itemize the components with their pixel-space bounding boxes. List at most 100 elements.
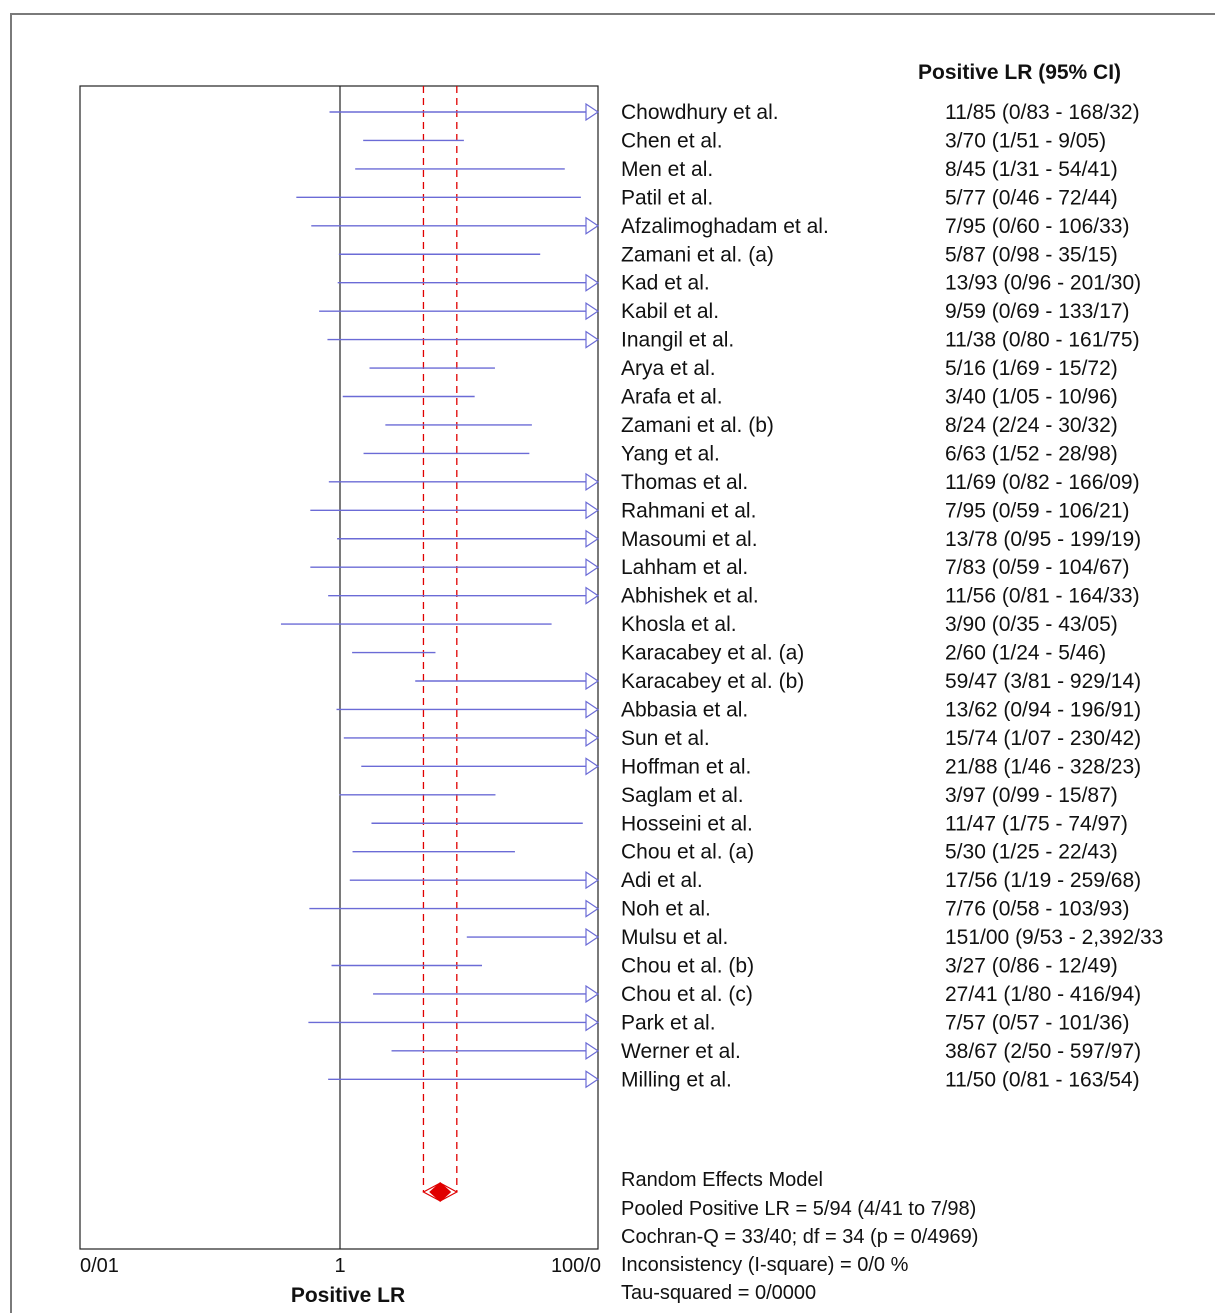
- truncation-arrow-icon: [585, 472, 600, 491]
- study-value-label: 11/50 (0/81 - 163/54): [945, 1068, 1140, 1091]
- study-name-label: Karacabey et al. (b): [621, 670, 804, 693]
- truncation-arrow-icon: [585, 501, 600, 520]
- truncation-arrow-icon: [585, 1013, 600, 1032]
- study-name-label: Masoumi et al.: [621, 528, 758, 551]
- truncation-arrow-icon: [585, 529, 600, 548]
- summary-line-3: Inconsistency (I-square) = 0/0 %: [621, 1254, 909, 1276]
- study-name-label: Lahham et al.: [621, 556, 748, 579]
- study-name-label: Kad et al.: [621, 272, 710, 295]
- study-value-label: 13/62 (0/94 - 196/91): [945, 698, 1141, 721]
- study-name-label: Zamani et al. (b): [621, 414, 774, 437]
- summary-line-2: Cochran-Q = 33/40; df = 34 (p = 0/4969): [621, 1226, 978, 1248]
- study-value-label: 15/74 (1/07 - 230/42): [945, 727, 1141, 750]
- study-value-label: 11/47 (1/75 - 74/97): [945, 812, 1128, 835]
- study-name-label: Noh et al.: [621, 898, 711, 921]
- truncation-arrow-icon: [585, 102, 600, 122]
- study-name-label: Arafa et al.: [621, 386, 723, 409]
- truncation-arrow-icon: [585, 757, 600, 776]
- truncation-arrow-icon: [585, 984, 600, 1004]
- study-value-label: 7/76 (0/58 - 103/93): [945, 898, 1129, 921]
- study-name-label: Yang et al.: [621, 442, 720, 465]
- study-name-label: Chou et al. (a): [621, 841, 754, 864]
- study-name-label: Afzalimoghadam et al.: [621, 215, 829, 238]
- study-value-label: 17/56 (1/19 - 259/68): [945, 869, 1141, 892]
- study-name-label: Adi et al.: [621, 869, 703, 892]
- study-name-label: Sun et al.: [621, 727, 710, 750]
- study-value-label: 3/90 (0/35 - 43/05): [945, 613, 1118, 636]
- study-name-label: Hosseini et al.: [621, 812, 753, 835]
- study-value-label: 59/47 (3/81 - 929/14): [945, 670, 1141, 693]
- truncation-arrow-icon: [585, 899, 600, 918]
- study-name-label: Werner et al.: [621, 1040, 741, 1063]
- study-value-label: 3/70 (1/51 - 9/05): [945, 129, 1106, 152]
- study-value-label: 11/85 (0/83 - 168/32): [945, 101, 1140, 124]
- truncation-arrow-icon: [585, 671, 600, 691]
- study-value-label: 5/87 (0/98 - 35/15): [945, 243, 1118, 266]
- study-value-label: 9/59 (0/69 - 133/17): [945, 300, 1129, 323]
- study-value-label: 11/56 (0/81 - 164/33): [945, 585, 1140, 608]
- study-name-label: Khosla et al.: [621, 613, 737, 636]
- study-value-label: 5/30 (1/25 - 22/43): [945, 841, 1118, 864]
- truncation-arrow-icon: [585, 927, 600, 947]
- x-tick-label-0: 0/01: [80, 1255, 119, 1277]
- study-name-label: Thomas et al.: [621, 471, 748, 494]
- ci-layer: [280, 86, 600, 1249]
- study-name-label: Abbasia et al.: [621, 698, 748, 721]
- study-name-label: Inangil et al.: [621, 329, 734, 352]
- figure-frame: [10, 13, 1215, 1313]
- summary-line-1: Pooled Positive LR = 5/94 (4/41 to 7/98): [621, 1198, 976, 1220]
- pooled-ci-outline: [422, 1182, 459, 1202]
- pooled-diamond: [429, 1182, 452, 1202]
- truncation-arrow-icon: [585, 586, 600, 605]
- plot-area: [79, 85, 599, 1250]
- study-value-label: 38/67 (2/50 - 597/97): [945, 1040, 1141, 1063]
- study-value-label: 8/24 (2/24 - 30/32): [945, 414, 1118, 437]
- study-value-label: 21/88 (1/46 - 328/23): [945, 755, 1141, 778]
- study-value-label: 5/16 (1/69 - 15/72): [945, 357, 1118, 380]
- study-name-label: Men et al.: [621, 158, 713, 181]
- study-name-label: Hoffman et al.: [621, 755, 751, 778]
- study-value-label: 13/78 (0/95 - 199/19): [945, 528, 1141, 551]
- study-value-label: 11/69 (0/82 - 166/09): [945, 471, 1140, 494]
- study-value-label: 7/95 (0/59 - 106/21): [945, 499, 1129, 522]
- study-value-label: 2/60 (1/24 - 5/46): [945, 642, 1106, 665]
- study-value-label: 3/97 (0/99 - 15/87): [945, 784, 1118, 807]
- truncation-arrow-icon: [585, 302, 600, 321]
- study-value-label: 13/93 (0/96 - 201/30): [945, 272, 1141, 295]
- study-name-label: Karacabey et al. (a): [621, 642, 804, 665]
- study-name-label: Arya et al.: [621, 357, 716, 380]
- truncation-arrow-icon: [585, 1041, 600, 1060]
- truncation-arrow-icon: [585, 1070, 600, 1089]
- study-name-label: Chou et al. (b): [621, 955, 754, 978]
- study-value-label: 3/27 (0/86 - 12/49): [945, 955, 1118, 978]
- truncation-arrow-icon: [585, 216, 600, 235]
- study-name-label: Rahmani et al.: [621, 499, 756, 522]
- study-name-label: Patil et al.: [621, 186, 713, 209]
- summary-line-4: Tau-squared = 0/0000: [621, 1282, 816, 1304]
- x-axis-title: Positive LR: [291, 1284, 405, 1305]
- study-name-label: Saglam et al.: [621, 784, 744, 807]
- study-name-label: Abhishek et al.: [621, 585, 759, 608]
- study-name-label: Mulsu et al.: [621, 926, 728, 949]
- study-name-label: Chou et al. (c): [621, 983, 753, 1006]
- study-name-label: Chen et al.: [621, 129, 723, 152]
- study-value-label: 7/57 (0/57 - 101/36): [945, 1011, 1129, 1034]
- study-value-label: 7/83 (0/59 - 104/67): [945, 556, 1129, 579]
- truncation-arrow-icon: [585, 728, 600, 748]
- study-value-label: 8/45 (1/31 - 54/41): [945, 158, 1118, 181]
- header-label: Positive LR (95% CI): [918, 61, 1121, 84]
- label-layer: Chowdhury et al. 11/85 (0/83 - 168/32) Che…: [621, 101, 1163, 1091]
- study-name-label: Chowdhury et al.: [621, 101, 779, 124]
- x-tick-label-1: 1: [334, 1255, 345, 1277]
- summary-line-0: Random Effects Model: [621, 1169, 823, 1191]
- study-value-label: 3/40 (1/05 - 10/96): [945, 386, 1118, 409]
- study-value-label: 5/77 (0/46 - 72/44): [945, 186, 1118, 209]
- truncation-arrow-icon: [585, 700, 600, 719]
- study-name-label: Zamani et al. (a): [621, 243, 774, 266]
- study-value-label: 11/38 (0/80 - 161/75): [945, 329, 1140, 352]
- study-value-label: 6/63 (1/52 - 28/98): [945, 442, 1118, 465]
- truncation-arrow-icon: [585, 273, 600, 292]
- study-value-label: 7/95 (0/60 - 106/33): [945, 215, 1129, 238]
- study-value-label: 151/00 (9/53 - 2,392/33: [945, 926, 1163, 949]
